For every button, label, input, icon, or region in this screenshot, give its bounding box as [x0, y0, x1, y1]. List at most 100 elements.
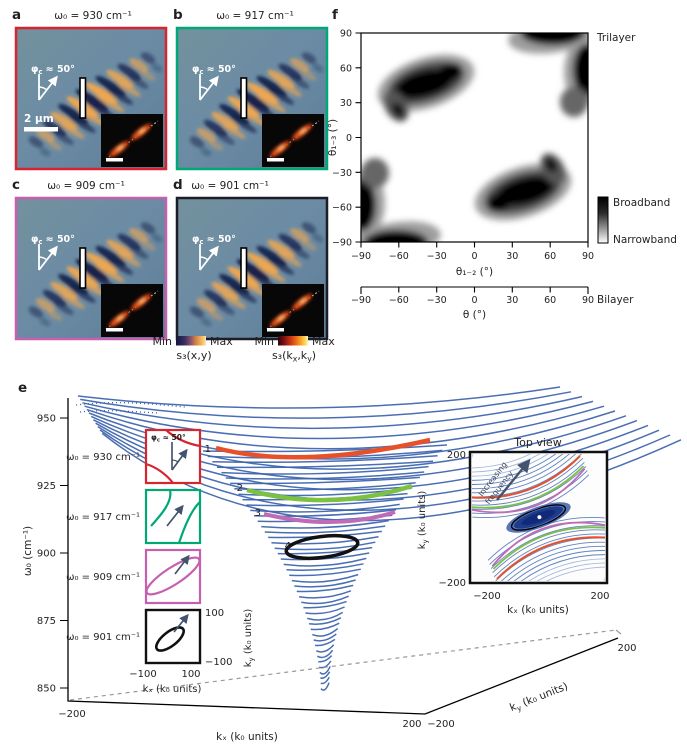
contour-line [86, 405, 605, 450]
panel-b-title: ω₀ = 917 cm⁻¹ [216, 10, 294, 22]
svg-text:0: 0 [471, 295, 477, 306]
panel-a-title: ω₀ = 930 cm⁻¹ [54, 10, 132, 22]
legend-ky-min: −100 [205, 657, 232, 668]
contour-line [291, 573, 359, 583]
ky-max-label: 200 [617, 643, 636, 654]
s3xy-label: s₃(x,y) [176, 349, 211, 362]
contour-line [230, 476, 420, 485]
contour-line [499, 550, 605, 581]
cut-line-909 [263, 510, 396, 524]
min-label: Min [152, 335, 172, 348]
svg-text:900: 900 [37, 549, 56, 560]
svg-text:−200: −200 [473, 591, 500, 602]
panel-b-border [175, 26, 329, 171]
dotted-contour-tail [79, 410, 161, 414]
panel-c-image [16, 198, 166, 339]
contour-line [216, 460, 434, 469]
axes-3d [67, 398, 619, 715]
contour-line [84, 400, 594, 440]
contour-line [312, 628, 339, 637]
legend-phi-label: φc ≈ 50° [151, 433, 186, 444]
svg-text:90: 90 [582, 251, 594, 262]
panel-f-ylabel: θ₁₋₃ (°) [327, 119, 339, 156]
contour-line [502, 558, 605, 581]
svg-text:−30: −30 [332, 168, 352, 179]
legend-freq-909: ω₀ = 909 cm⁻¹ [66, 572, 140, 583]
contour-line [320, 682, 330, 691]
contour-line [301, 595, 350, 605]
max-label: Max [312, 335, 335, 348]
contour-line [487, 516, 605, 561]
legend-ky-label: ky (k₀ units) [243, 609, 256, 668]
cut-label-1: 1 [205, 444, 211, 455]
panel-f-xticks [360, 242, 589, 248]
legend-box-909 [144, 548, 202, 605]
svg-text:875: 875 [37, 616, 56, 627]
svg-text:925: 925 [37, 481, 56, 492]
contour-line [310, 622, 340, 631]
svg-text:2 μm: 2 μm [24, 113, 54, 125]
svg-text:−30: −30 [427, 295, 447, 306]
svg-text:30: 30 [506, 295, 518, 306]
bilayer-label: Bilayer [597, 294, 634, 306]
broadband-label: Broadband [613, 197, 670, 209]
cut-line-917 [246, 483, 413, 503]
svg-text:−60: −60 [389, 295, 409, 306]
panel-f-yticks [355, 32, 361, 243]
legend-freq-901: ω₀ = 901 cm⁻¹ [66, 632, 140, 643]
contour-line [315, 644, 335, 653]
svg-text:−90: −90 [351, 251, 371, 262]
contour-line [313, 633, 337, 642]
panel-b-letter: b [173, 7, 183, 23]
svg-text:200: 200 [447, 450, 466, 461]
colorbar-legend-k-space: Min Max s₃(kx,ky) [254, 335, 335, 364]
panel-b-image [177, 28, 327, 169]
svg-text:−200: −200 [439, 578, 466, 589]
cut-label-4: 4 [285, 541, 291, 552]
panel-a-image: 2 μm [16, 28, 166, 169]
min-label: Min [254, 335, 274, 348]
contour-line [320, 671, 331, 679]
legend-box-930: φc ≈ 50° [144, 428, 202, 485]
contour-line [271, 536, 379, 545]
top-view-ky-label: ky (k₀ units) [417, 491, 430, 550]
svg-text:60: 60 [544, 295, 556, 306]
center-dot [537, 515, 542, 520]
contour-line [212, 455, 438, 464]
contour-line [296, 584, 354, 593]
colorbar-legend-real-space: Min Max s₃(x,y) [152, 335, 233, 362]
svg-text:90: 90 [340, 29, 352, 40]
contour-line [501, 554, 605, 581]
legend-freq-917: ω₀ = 917 cm⁻¹ [66, 512, 140, 523]
panel-c-title: ω₀ = 909 cm⁻¹ [47, 180, 125, 192]
svg-text:0: 0 [471, 251, 477, 262]
kx-min-label: −200 [58, 709, 85, 720]
colormap-xy [176, 336, 206, 346]
contour-line [80, 391, 572, 419]
panel-f-xlabel: θ₁₋₂ (°) [456, 266, 493, 278]
contour-line [305, 606, 345, 615]
svg-text:30: 30 [340, 98, 352, 109]
legend-kx-min: −100 [129, 669, 156, 680]
contour-line [307, 611, 344, 621]
contour-line [264, 525, 386, 534]
panel-c-border [14, 196, 168, 341]
panel-d-letter: d [173, 177, 183, 193]
panel-e: e 1 2 3 4 950 925 900 875 850 ω₀ (cm⁻¹) … [18, 380, 682, 743]
bilayer-axis [360, 286, 589, 294]
contour-line [496, 536, 605, 580]
contour-line [234, 482, 416, 491]
contour-line [225, 471, 425, 480]
contour-line [286, 563, 364, 571]
svg-text:0: 0 [346, 133, 352, 144]
max-label: Max [210, 335, 233, 348]
svg-text:90: 90 [582, 295, 594, 306]
contour-line [472, 457, 584, 502]
svg-text:60: 60 [544, 251, 556, 262]
contour-line [492, 529, 605, 574]
colormap-k [278, 336, 308, 346]
contour-line [472, 466, 587, 510]
contour-line [316, 649, 334, 659]
